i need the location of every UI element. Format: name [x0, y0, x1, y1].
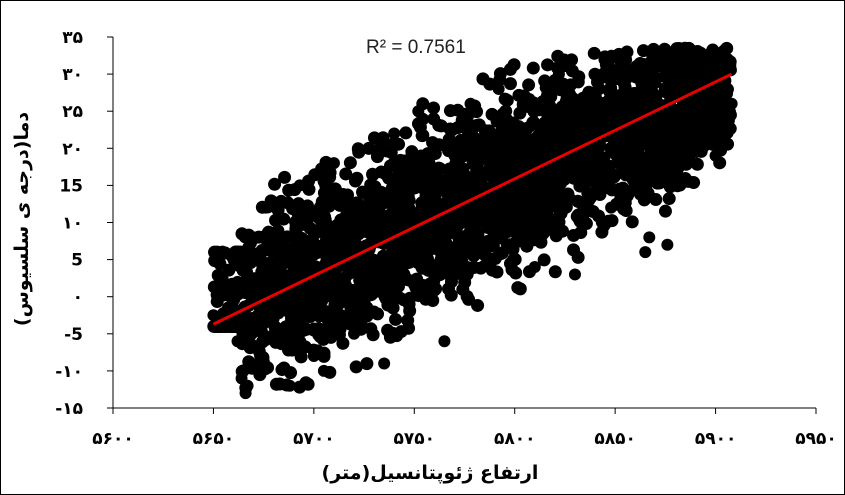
data-point — [317, 364, 330, 377]
data-point — [679, 171, 692, 184]
data-point — [231, 335, 244, 348]
x-tick-label: ۵۶۵۰ — [193, 429, 235, 449]
data-point — [297, 261, 310, 274]
data-point — [241, 379, 254, 392]
data-point — [231, 275, 244, 288]
data-point — [438, 335, 451, 348]
data-point — [279, 320, 292, 333]
data-point — [398, 268, 411, 281]
x-tick-label: ۵۸۵۰ — [594, 429, 636, 449]
data-point — [464, 97, 477, 110]
data-point — [283, 379, 296, 392]
data-point — [605, 201, 618, 214]
x-tick-label: ۵۷۰۰ — [293, 429, 335, 449]
data-point — [552, 68, 565, 81]
data-point — [378, 357, 391, 370]
y-tick-label: ۲۵ — [62, 102, 83, 122]
y-tick-label: -۱۵ — [55, 399, 83, 419]
data-point — [508, 253, 521, 266]
data-point — [388, 179, 401, 192]
data-point — [492, 82, 505, 95]
data-point — [689, 53, 702, 66]
point-cloud — [207, 41, 737, 395]
data-point — [538, 142, 551, 155]
data-point — [267, 298, 280, 311]
data-point — [653, 45, 666, 58]
data-point — [528, 261, 541, 274]
data-point — [589, 90, 602, 103]
x-axis-title: ارتفاع ژئوپتانسیل(متر) — [322, 462, 539, 484]
x-tick-label: ۵۷۵۰ — [394, 429, 436, 449]
data-point — [412, 105, 425, 118]
data-point — [333, 290, 346, 303]
data-point — [619, 60, 632, 73]
data-points — [207, 45, 738, 400]
data-point — [227, 253, 240, 266]
data-point — [673, 75, 686, 88]
data-point — [247, 231, 260, 244]
y-tick-label: 15 — [59, 176, 83, 196]
data-point — [629, 179, 642, 192]
data-point — [524, 120, 537, 133]
data-point — [348, 327, 361, 340]
data-point — [307, 350, 320, 363]
trendline — [212, 72, 733, 326]
data-point — [558, 157, 571, 170]
data-point — [661, 238, 674, 251]
data-point — [568, 268, 581, 281]
data-point — [699, 127, 712, 140]
data-point — [478, 201, 491, 214]
y-tick-label: ۳۰ — [62, 65, 83, 85]
y-tick-label: ۱۰ — [62, 214, 83, 234]
y-tick-label: -۱۰ — [55, 362, 83, 382]
y-axis-title: دما(درجه ی سلسیوس) — [11, 112, 33, 326]
y-tick-label: -5 — [64, 325, 83, 345]
data-point — [352, 142, 365, 155]
data-point — [259, 201, 272, 214]
data-point — [719, 82, 732, 95]
x-tick-label: ۵۹۰۰ — [695, 429, 737, 449]
data-point — [293, 179, 306, 192]
y-tick-label: ۰ — [73, 288, 83, 308]
data-point — [327, 157, 340, 170]
y-tick-label: ۳۵ — [62, 28, 83, 48]
data-point — [368, 231, 381, 244]
y-axis-ticks: -۱۵ -۱۰ -5 ۰ 5 ۱۰ 15 ۲۰ ۲۵ ۳۰ ۳۵ — [55, 28, 113, 419]
r-squared-annotation: R² = 0.7561 — [366, 37, 466, 58]
data-point — [468, 157, 481, 170]
x-tick-label: ۵۹۵۰ — [795, 429, 837, 449]
data-point — [388, 127, 401, 140]
data-point — [725, 97, 738, 110]
x-tick-label: ۵۶۰۰ — [92, 429, 134, 449]
data-point — [448, 149, 461, 162]
y-tick-label: ۲۰ — [62, 139, 83, 159]
data-point — [639, 246, 652, 259]
x-axis-ticks: ۵۶۰۰ ۵۶۵۰ ۵۷۰۰ ۵۷۵۰ ۵۸۰۰ ۵۸۵۰ ۵۹۰۰ ۵۹۵۰ — [92, 408, 837, 449]
x-tick-label: ۵۸۰۰ — [494, 429, 536, 449]
data-point — [643, 231, 656, 244]
data-point — [709, 149, 722, 162]
data-point — [317, 186, 330, 199]
data-point — [207, 309, 220, 322]
y-tick-label: 5 — [71, 251, 83, 271]
